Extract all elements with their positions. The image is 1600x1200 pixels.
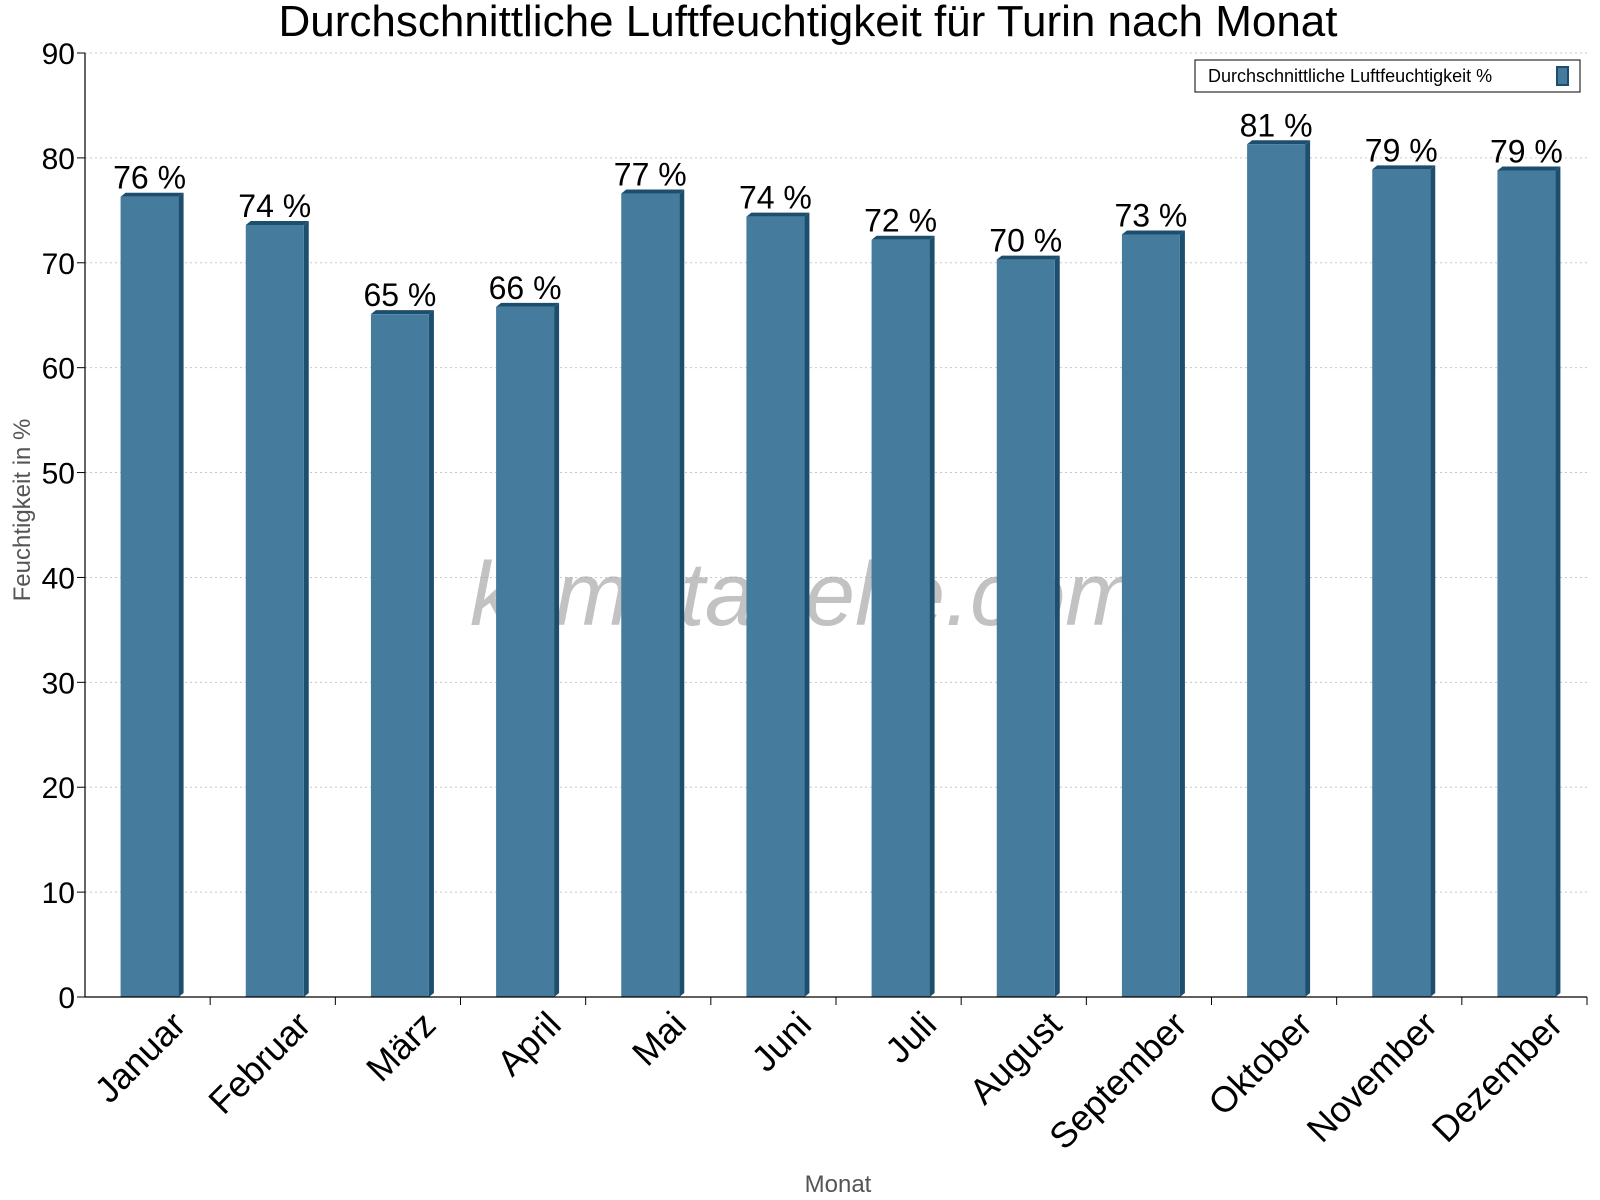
y-tick-label: 70 (42, 248, 75, 281)
bar-side (178, 192, 184, 998)
chart-title: Durchschnittliche Luftfeuchtigkeit für T… (279, 0, 1338, 46)
bar-top (621, 189, 685, 194)
y-tick-label: 90 (42, 38, 75, 71)
bar-side (1555, 166, 1561, 997)
x-tick-label: Juli (877, 1004, 944, 1071)
bar-top (746, 212, 810, 217)
y-ticks: 0 10 20 30 40 50 60 70 80 90 (42, 38, 85, 1015)
x-tick-label: August (961, 1004, 1069, 1112)
bar-top (1247, 140, 1311, 145)
bar (496, 306, 555, 997)
bar (120, 196, 179, 998)
y-tick-label: 10 (42, 877, 75, 910)
data-label: 81 % (1240, 107, 1313, 143)
x-tick-label: April (489, 1004, 569, 1084)
bar (871, 239, 930, 998)
bar-side (804, 212, 810, 998)
bar-top (245, 221, 309, 226)
data-label: 79 % (1365, 132, 1438, 168)
data-label: 72 % (864, 203, 937, 239)
bar-side (1430, 165, 1436, 998)
y-tick-label: 30 (42, 667, 75, 700)
data-label: 74 % (739, 180, 812, 216)
bar (621, 193, 680, 997)
bar (1372, 169, 1431, 998)
x-tick-label: Januar (86, 1004, 193, 1111)
bar (245, 225, 304, 998)
data-label: 70 % (989, 223, 1062, 259)
bars (120, 140, 1561, 998)
grid-lines (85, 52, 1587, 893)
data-label: 65 % (363, 277, 436, 313)
bar-side (679, 189, 685, 997)
bar (1247, 144, 1306, 998)
y-axis-label: Feuchtigkeit in % (9, 419, 36, 602)
y-tick-label: 20 (42, 772, 75, 805)
bar-top (871, 235, 935, 240)
data-label: 79 % (1490, 133, 1563, 169)
bar (370, 314, 429, 997)
y-tick-label: 40 (42, 562, 75, 595)
x-tick-label: September (1041, 1004, 1195, 1158)
bar (1121, 234, 1180, 998)
y-tick-label: 0 (58, 982, 75, 1015)
legend-box (1194, 59, 1581, 93)
x-tick-label: Mai (624, 1004, 694, 1074)
legend-label: Durchschnittliche Luftfeuchtigkeit % (1208, 66, 1492, 86)
bar-top (370, 310, 434, 315)
y-tick-label: 60 (42, 353, 75, 386)
bar-side (1179, 230, 1185, 998)
bar-side (1054, 255, 1060, 997)
bar-side (428, 310, 434, 997)
bar (746, 216, 805, 998)
data-label: 77 % (614, 157, 687, 193)
data-labels: 76 % 74 % 65 % 66 % 77 % 74 % 72 % 70 % 73 % 81 %… (113, 107, 1563, 313)
data-label: 73 % (1114, 197, 1187, 233)
legend: Durchschnittliche Luftfeuchtigkeit % (1194, 59, 1581, 93)
bar-side (554, 302, 560, 997)
bar-top (1121, 230, 1185, 235)
bar-side (929, 235, 935, 998)
x-tick-label: März (358, 1004, 444, 1090)
bar-top (996, 255, 1060, 260)
x-tick-label: Juni (743, 1004, 819, 1080)
bar (996, 259, 1055, 997)
data-label: 76 % (113, 160, 186, 196)
bar-top (1497, 166, 1561, 171)
data-label: 66 % (489, 270, 562, 306)
data-label: 74 % (238, 188, 311, 224)
bar-top (496, 302, 560, 307)
bar-side (303, 221, 309, 998)
x-ticks: Januar Februar März April Mai Juni Juli AugustS… (86, 997, 1588, 1158)
x-tick-label: Dezember (1424, 1004, 1570, 1150)
x-axis-label: Monat (805, 1171, 872, 1198)
legend-swatch (1556, 66, 1569, 86)
bar-side (1305, 140, 1311, 998)
bar-top (1372, 165, 1436, 170)
x-tick-label: Februar (200, 1004, 318, 1122)
x-tick-label: November (1298, 1004, 1444, 1150)
bar (1497, 170, 1556, 997)
bar-top (120, 192, 184, 197)
y-tick-label: 50 (42, 458, 75, 491)
y-tick-label: 80 (42, 143, 75, 176)
x-tick-label: Oktober (1200, 1004, 1320, 1124)
